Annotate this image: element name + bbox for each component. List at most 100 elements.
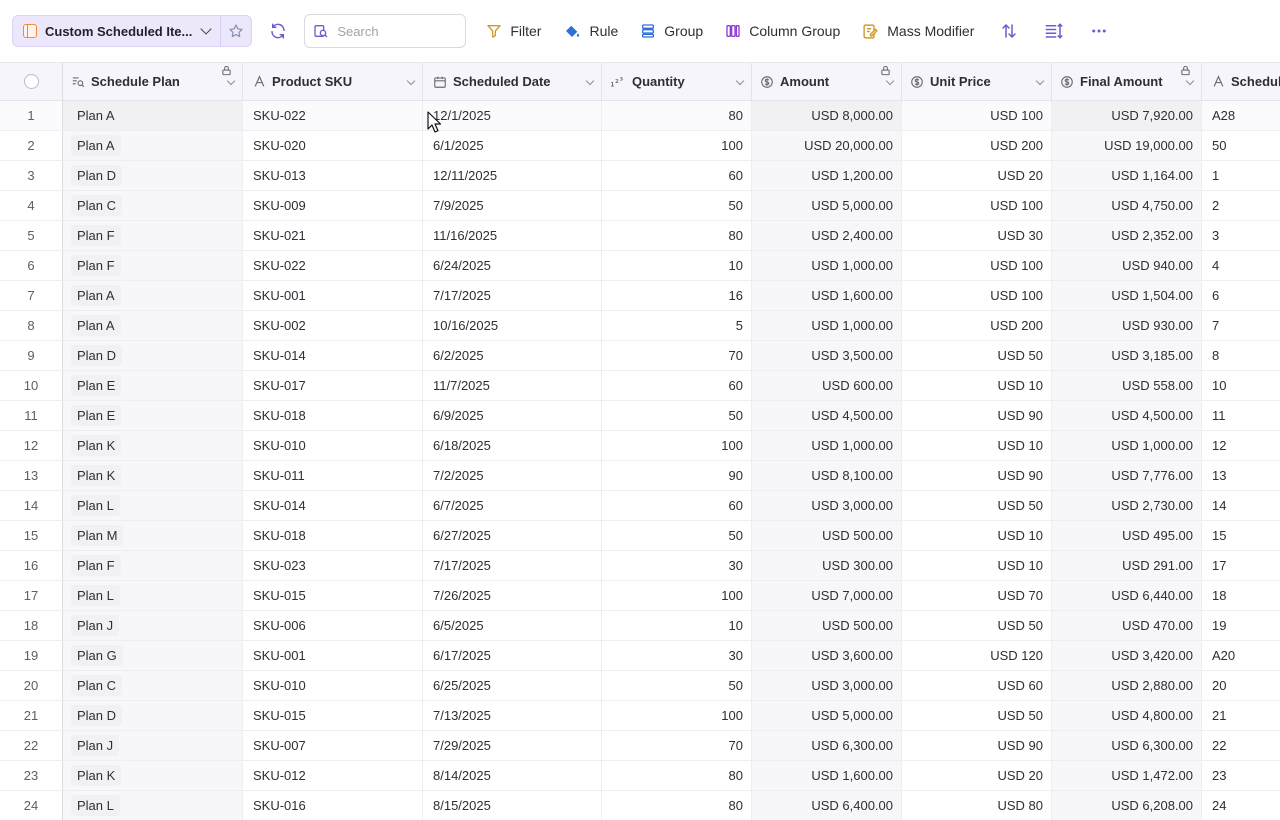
product-sku-cell[interactable]: SKU-011 bbox=[243, 461, 423, 490]
column-group-button[interactable]: Column Group bbox=[725, 15, 840, 47]
table-row[interactable]: 4 Plan C SKU-009 7/9/2025 50 USD 5,000.0… bbox=[0, 191, 1280, 221]
quantity-cell[interactable]: 100 bbox=[602, 581, 752, 610]
refresh-button[interactable] bbox=[262, 15, 294, 47]
unit-price-cell[interactable]: USD 50 bbox=[902, 341, 1052, 370]
product-sku-cell[interactable]: SKU-013 bbox=[243, 161, 423, 190]
table-row[interactable]: 13 Plan K SKU-011 7/2/2025 90 USD 8,100.… bbox=[0, 461, 1280, 491]
schedule-cell[interactable]: 24 bbox=[1212, 798, 1227, 813]
unit-price-cell[interactable]: USD 60 bbox=[902, 671, 1052, 700]
quantity-cell[interactable]: 50 bbox=[602, 671, 752, 700]
unit-price-cell[interactable]: USD 70 bbox=[902, 581, 1052, 610]
table-row[interactable]: 18 Plan J SKU-006 6/5/2025 10 USD 500.00… bbox=[0, 611, 1280, 641]
schedule-cell[interactable]: 15 bbox=[1212, 528, 1227, 543]
schedule-plan-cell[interactable]: Plan M bbox=[63, 521, 243, 550]
quantity-cell[interactable]: 5 bbox=[602, 311, 752, 340]
favorite-button[interactable] bbox=[221, 16, 251, 46]
table-row[interactable]: 16 Plan F SKU-023 7/17/2025 30 USD 300.0… bbox=[0, 551, 1280, 581]
schedule-cell[interactable]: 4 bbox=[1212, 258, 1220, 273]
table-row[interactable]: 19 Plan G SKU-001 6/17/2025 30 USD 3,600… bbox=[0, 641, 1280, 671]
table-row[interactable]: 5 Plan F SKU-021 11/16/2025 80 USD 2,400… bbox=[0, 221, 1280, 251]
quantity-cell[interactable]: 80 bbox=[602, 791, 752, 820]
unit-price-cell[interactable]: USD 120 bbox=[902, 641, 1052, 670]
column-header-scheduled-date[interactable]: Scheduled Date bbox=[423, 63, 602, 100]
column-header-final-amount[interactable]: Final Amount bbox=[1052, 63, 1202, 100]
product-sku-cell[interactable]: SKU-015 bbox=[243, 701, 423, 730]
schedule-cell[interactable]: 2 bbox=[1212, 198, 1220, 213]
schedule-plan-cell[interactable]: Plan C bbox=[63, 191, 243, 220]
unit-price-cell[interactable]: USD 50 bbox=[902, 701, 1052, 730]
quantity-cell[interactable]: 90 bbox=[602, 461, 752, 490]
group-button[interactable]: Group bbox=[640, 15, 703, 47]
schedule-cell[interactable]: 8 bbox=[1212, 348, 1220, 363]
table-row[interactable]: 1 Plan A SKU-022 12/1/2025 80 USD 8,000.… bbox=[0, 101, 1280, 131]
schedule-cell[interactable]: 11 bbox=[1212, 408, 1226, 423]
column-header-amount[interactable]: Amount bbox=[752, 63, 902, 100]
schedule-cell[interactable]: 6 bbox=[1212, 288, 1220, 303]
more-button[interactable] bbox=[1090, 15, 1108, 47]
table-row[interactable]: 17 Plan L SKU-015 7/26/2025 100 USD 7,00… bbox=[0, 581, 1280, 611]
table-row[interactable]: 8 Plan A SKU-002 10/16/2025 5 USD 1,000.… bbox=[0, 311, 1280, 341]
schedule-cell[interactable]: 23 bbox=[1212, 768, 1227, 783]
scheduled-date-cell[interactable]: 7/26/2025 bbox=[423, 581, 602, 610]
quantity-cell[interactable]: 70 bbox=[602, 731, 752, 760]
quantity-cell[interactable]: 50 bbox=[602, 521, 752, 550]
scheduled-date-cell[interactable]: 6/17/2025 bbox=[423, 641, 602, 670]
table-row[interactable]: 15 Plan M SKU-018 6/27/2025 50 USD 500.0… bbox=[0, 521, 1280, 551]
scheduled-date-cell[interactable]: 7/29/2025 bbox=[423, 731, 602, 760]
product-sku-cell[interactable]: SKU-012 bbox=[243, 761, 423, 790]
schedule-plan-cell[interactable]: Plan D bbox=[63, 161, 243, 190]
quantity-cell[interactable]: 70 bbox=[602, 341, 752, 370]
product-sku-cell[interactable]: SKU-022 bbox=[243, 251, 423, 280]
table-row[interactable]: 11 Plan E SKU-018 6/9/2025 50 USD 4,500.… bbox=[0, 401, 1280, 431]
unit-price-cell[interactable]: USD 90 bbox=[902, 401, 1052, 430]
search-input[interactable]: Search bbox=[304, 14, 467, 48]
schedule-cell[interactable]: 3 bbox=[1212, 228, 1220, 243]
schedule-plan-cell[interactable]: Plan A bbox=[63, 311, 243, 340]
schedule-cell[interactable]: 18 bbox=[1212, 588, 1227, 603]
column-header-unit-price[interactable]: Unit Price bbox=[902, 63, 1052, 100]
unit-price-cell[interactable]: USD 90 bbox=[902, 461, 1052, 490]
unit-price-cell[interactable]: USD 100 bbox=[902, 251, 1052, 280]
sort-button[interactable] bbox=[1000, 15, 1018, 47]
schedule-plan-cell[interactable]: Plan L bbox=[63, 791, 243, 820]
unit-price-cell[interactable]: USD 100 bbox=[902, 191, 1052, 220]
row-height-button[interactable] bbox=[1044, 15, 1064, 47]
schedule-plan-cell[interactable]: Plan A bbox=[63, 101, 243, 130]
product-sku-cell[interactable]: SKU-014 bbox=[243, 341, 423, 370]
chevron-down-icon[interactable] bbox=[1185, 76, 1195, 86]
scheduled-date-cell[interactable]: 6/24/2025 bbox=[423, 251, 602, 280]
rule-button[interactable]: Rule bbox=[563, 15, 618, 47]
quantity-cell[interactable]: 16 bbox=[602, 281, 752, 310]
unit-price-cell[interactable]: USD 10 bbox=[902, 431, 1052, 460]
table-row[interactable]: 6 Plan F SKU-022 6/24/2025 10 USD 1,000.… bbox=[0, 251, 1280, 281]
unit-price-cell[interactable]: USD 50 bbox=[902, 491, 1052, 520]
unit-price-cell[interactable]: USD 20 bbox=[902, 761, 1052, 790]
table-row[interactable]: 20 Plan C SKU-010 6/25/2025 50 USD 3,000… bbox=[0, 671, 1280, 701]
schedule-plan-cell[interactable]: Plan K bbox=[63, 761, 243, 790]
scheduled-date-cell[interactable]: 6/5/2025 bbox=[423, 611, 602, 640]
schedule-cell[interactable]: A20 bbox=[1212, 648, 1236, 663]
product-sku-cell[interactable]: SKU-007 bbox=[243, 731, 423, 760]
schedule-cell[interactable]: 14 bbox=[1212, 498, 1227, 513]
column-header-product-sku[interactable]: Product SKU bbox=[243, 63, 423, 100]
scheduled-date-cell[interactable]: 12/1/2025 bbox=[423, 101, 602, 130]
schedule-cell[interactable]: 19 bbox=[1212, 618, 1227, 633]
chevron-down-icon[interactable] bbox=[406, 76, 416, 86]
quantity-cell[interactable]: 50 bbox=[602, 401, 752, 430]
product-sku-cell[interactable]: SKU-010 bbox=[243, 431, 423, 460]
schedule-plan-cell[interactable]: Plan A bbox=[63, 281, 243, 310]
quantity-cell[interactable]: 10 bbox=[602, 611, 752, 640]
product-sku-cell[interactable]: SKU-016 bbox=[243, 791, 423, 820]
filter-button[interactable]: Filter bbox=[486, 15, 541, 47]
quantity-cell[interactable]: 100 bbox=[602, 701, 752, 730]
product-sku-cell[interactable]: SKU-009 bbox=[243, 191, 423, 220]
schedule-plan-cell[interactable]: Plan E bbox=[63, 401, 243, 430]
table-row[interactable]: 9 Plan D SKU-014 6/2/2025 70 USD 3,500.0… bbox=[0, 341, 1280, 371]
unit-price-cell[interactable]: USD 80 bbox=[902, 791, 1052, 820]
unit-price-cell[interactable]: USD 90 bbox=[902, 731, 1052, 760]
product-sku-cell[interactable]: SKU-010 bbox=[243, 671, 423, 700]
column-header-schedule[interactable]: Schedule bbox=[1202, 63, 1280, 100]
quantity-cell[interactable]: 30 bbox=[602, 641, 752, 670]
product-sku-cell[interactable]: SKU-015 bbox=[243, 581, 423, 610]
